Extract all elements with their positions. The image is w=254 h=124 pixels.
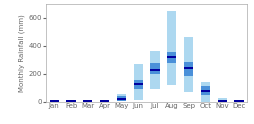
Bar — [217, 100, 226, 102]
Bar — [233, 101, 243, 102]
Bar — [183, 62, 193, 76]
Bar — [66, 100, 75, 102]
Bar — [200, 82, 209, 102]
Bar — [183, 37, 193, 92]
Bar — [50, 101, 59, 102]
Bar — [167, 52, 176, 63]
Bar — [133, 64, 142, 100]
Bar — [100, 100, 109, 102]
Bar — [217, 100, 226, 102]
Bar — [150, 63, 159, 74]
Bar — [66, 101, 75, 102]
Bar — [150, 69, 159, 71]
Bar — [116, 94, 125, 101]
Bar — [50, 100, 59, 102]
Bar — [83, 101, 92, 102]
Bar — [100, 101, 109, 102]
Bar — [83, 100, 92, 102]
Bar — [233, 100, 243, 102]
Bar — [116, 96, 125, 101]
Bar — [183, 67, 193, 69]
Bar — [200, 90, 209, 92]
Bar — [133, 83, 142, 85]
Bar — [150, 51, 159, 89]
Bar — [167, 11, 176, 85]
Bar — [167, 56, 176, 58]
Y-axis label: Monthly Rainfall (mm): Monthly Rainfall (mm) — [19, 14, 25, 92]
Bar — [100, 100, 109, 102]
Bar — [217, 98, 226, 102]
Bar — [83, 100, 92, 102]
Bar — [116, 98, 125, 100]
Bar — [133, 80, 142, 89]
Bar — [200, 86, 209, 95]
Bar — [233, 100, 243, 102]
Bar — [50, 100, 59, 102]
Bar — [66, 100, 75, 102]
